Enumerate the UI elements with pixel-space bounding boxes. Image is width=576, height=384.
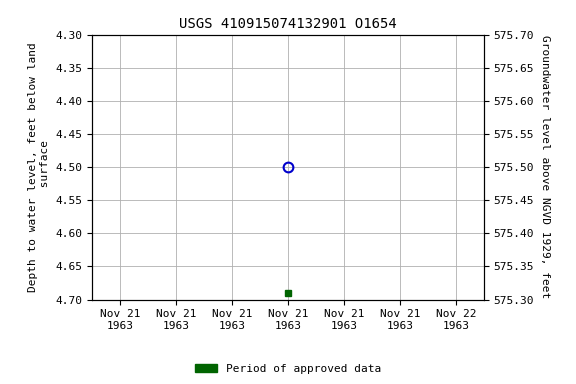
Y-axis label: Depth to water level, feet below land
 surface: Depth to water level, feet below land su… [28,42,50,292]
Y-axis label: Groundwater level above NGVD 1929, feet: Groundwater level above NGVD 1929, feet [540,35,550,299]
Legend: Period of approved data: Period of approved data [191,359,385,379]
Title: USGS 410915074132901 O1654: USGS 410915074132901 O1654 [179,17,397,31]
